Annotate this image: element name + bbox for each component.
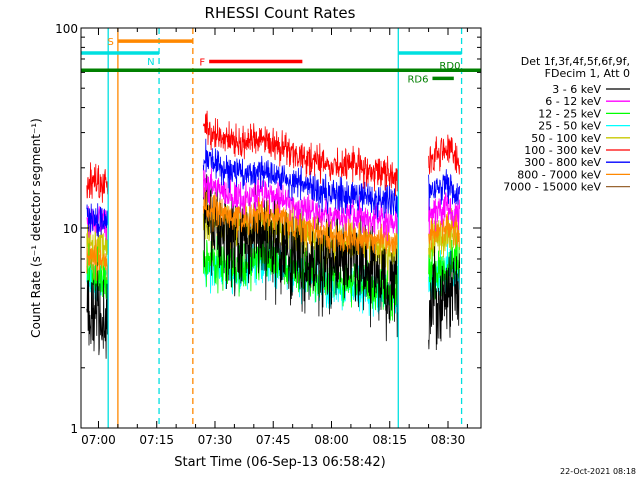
y-axis-label: Count Rate (s⁻¹ detector segment⁻¹) — [29, 118, 43, 338]
y-tick-label: 100 — [55, 22, 78, 36]
chart-title: RHESSI Count Rates — [205, 4, 356, 22]
x-tick-label: 08:15 — [372, 433, 407, 447]
series-5-trace — [86, 110, 460, 203]
y-tick-label: 1 — [70, 422, 78, 436]
series-0-segment-1 — [202, 174, 398, 342]
x-tick-label: 07:45 — [256, 433, 291, 447]
series-1-segment-2 — [428, 192, 460, 235]
series-0-trace — [86, 174, 460, 359]
series-5-segment-0 — [86, 162, 109, 203]
series-7-segment-0 — [86, 239, 109, 281]
x-axis: 07:00 07:15 07:30 07:45 08:00 08:15 08:30 — [81, 28, 468, 447]
legend-label: 25 - 50 keV — [538, 120, 601, 133]
legend-header-line-2: FDecim 1, Att 0 — [545, 67, 630, 80]
footer-timestamp: 22-Oct-2021 08:18 — [560, 467, 636, 476]
series-6-segment-2 — [428, 169, 460, 211]
legend-label: 100 - 300 keV — [524, 144, 601, 157]
x-tick-label: 08:00 — [314, 433, 349, 447]
x-axis-label: Start Time (06-Sep-13 06:58:42) — [174, 455, 385, 470]
flag-label-RD0: RD0 — [439, 61, 460, 72]
legend-label: 800 - 7000 keV — [517, 168, 601, 181]
y-tick-label: 10 — [63, 222, 78, 236]
legend-label: 3 - 6 keV — [552, 83, 601, 96]
x-tick-label: 07:30 — [198, 433, 233, 447]
legend-header-line-1: Det 1f,3f,4f,5f,6f,9f, — [521, 55, 630, 68]
x-tick-label: 08:30 — [431, 433, 466, 447]
x-tick-label: 07:15 — [139, 433, 174, 447]
legend-label: 50 - 100 keV — [531, 132, 601, 145]
series-5-segment-2 — [428, 134, 460, 175]
flag-label-F: F — [199, 57, 205, 68]
y-axis: 100 10 1 — [55, 22, 481, 436]
series-7-segment-1 — [202, 187, 398, 256]
x-tick-label: 07:00 — [81, 433, 116, 447]
flag-label-RD6: RD6 — [407, 74, 428, 85]
legend-label: 7000 - 15000 keV — [503, 181, 601, 194]
series-0-segment-0 — [86, 262, 109, 359]
legend: Det 1f,3f,4f,5f,6f,9f, FDecim 1, Att 0 3… — [503, 55, 630, 194]
legend-label: 6 - 12 keV — [545, 95, 601, 108]
series-0-segment-2 — [428, 246, 460, 351]
flag-label-S: S — [108, 37, 114, 48]
legend-label: 12 - 25 keV — [538, 107, 601, 120]
flag-label-N: N — [147, 57, 154, 68]
series-5-segment-1 — [202, 110, 398, 197]
series-6-segment-1 — [202, 138, 398, 220]
legend-label: 300 - 800 keV — [524, 156, 601, 169]
plot-area: S N F RD0 RD6 — [81, 28, 481, 428]
series-6-trace — [86, 138, 460, 238]
series-6-segment-0 — [86, 203, 109, 238]
series-1-segment-1 — [202, 166, 398, 242]
